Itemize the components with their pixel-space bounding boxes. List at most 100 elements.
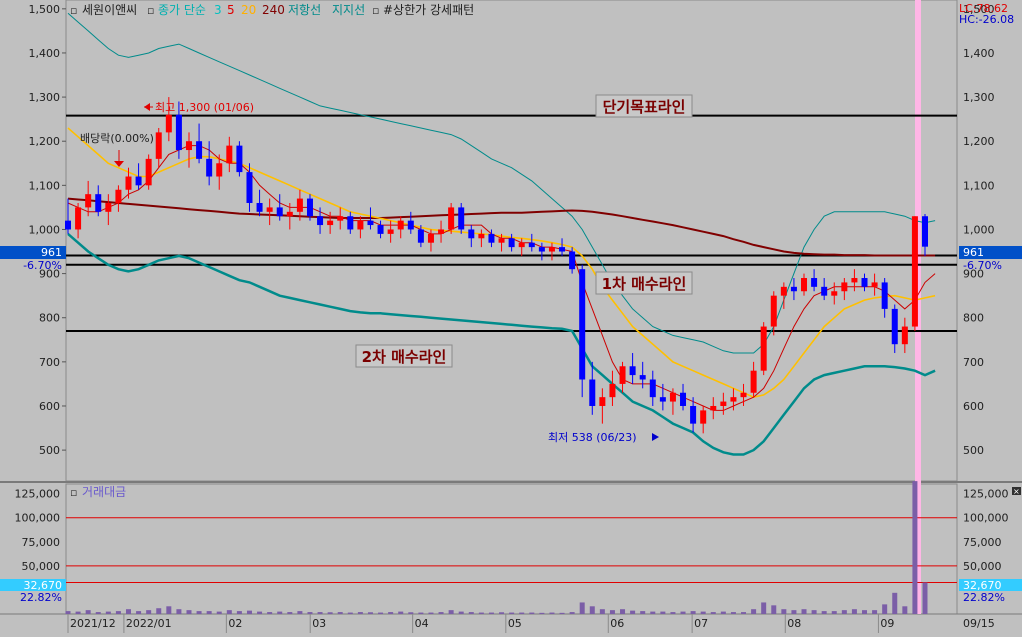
dividend-marker: 배당락(0.00%) bbox=[80, 132, 154, 167]
volume-bar bbox=[357, 612, 363, 614]
volume-bar bbox=[267, 612, 273, 614]
volume-bar bbox=[297, 611, 303, 614]
candle bbox=[740, 383, 747, 406]
candle bbox=[922, 214, 928, 256]
candle bbox=[236, 141, 243, 177]
candle bbox=[417, 225, 424, 248]
candle bbox=[508, 233, 515, 252]
hc-value: HC:-26.08 bbox=[959, 13, 1014, 26]
legend-box-icon[interactable]: ▫ bbox=[70, 4, 77, 17]
svg-text:▫: ▫ bbox=[70, 486, 77, 499]
ma-type-label[interactable]: 종가 단순 bbox=[158, 3, 206, 17]
candle bbox=[710, 397, 717, 420]
volume-bar bbox=[257, 611, 263, 614]
time-tick-label: 08 bbox=[787, 617, 801, 630]
candle bbox=[488, 229, 495, 248]
volume-bar bbox=[821, 611, 827, 614]
volume-change-left: 22.82% bbox=[20, 591, 62, 604]
ma-period-20[interactable]: 20 bbox=[241, 3, 256, 17]
volume-bar bbox=[922, 582, 928, 614]
candle bbox=[478, 229, 485, 248]
candle bbox=[165, 97, 172, 142]
volume-tick-label: 100,000 bbox=[963, 512, 1009, 525]
price-tick-label: 1,200 bbox=[963, 135, 995, 148]
svg-text:▫: ▫ bbox=[372, 4, 379, 17]
candle bbox=[306, 194, 313, 221]
candle bbox=[538, 242, 545, 261]
candle bbox=[911, 216, 918, 331]
candle bbox=[871, 273, 878, 296]
price-tick-label: 600 bbox=[39, 400, 60, 413]
close-panel-icon[interactable] bbox=[1012, 487, 1021, 495]
volume-bar bbox=[549, 612, 555, 614]
candle bbox=[387, 220, 394, 243]
volume-bar bbox=[751, 609, 757, 614]
svg-text:2차 매수라인: 2차 매수라인 bbox=[362, 348, 447, 366]
volume-bar bbox=[831, 611, 837, 614]
volume-bar bbox=[398, 611, 404, 614]
volume-bar bbox=[226, 610, 232, 614]
low-marker: 최저 538 (06/23) bbox=[548, 431, 659, 444]
volume-bar bbox=[488, 612, 494, 614]
high-marker: 최고 1,300 (01/06) bbox=[144, 101, 254, 114]
volume-title[interactable]: 거래대금 bbox=[82, 485, 126, 499]
volume-tick-label: 50,000 bbox=[22, 560, 61, 573]
candle bbox=[649, 370, 656, 406]
price-tick-label: 1,500 bbox=[963, 3, 995, 16]
time-tick-label: 07 bbox=[694, 617, 708, 630]
candle bbox=[206, 141, 213, 186]
candle bbox=[559, 238, 566, 256]
candle bbox=[266, 198, 273, 226]
candle bbox=[569, 247, 576, 274]
volume-bar bbox=[196, 611, 202, 614]
volume-bar bbox=[156, 608, 162, 614]
candle bbox=[105, 194, 112, 226]
price-tick-label: 1,300 bbox=[29, 91, 61, 104]
price-tick-label: 900 bbox=[39, 268, 60, 281]
bb-upper-line bbox=[67, 12, 936, 354]
price-tick-label: 500 bbox=[963, 444, 984, 457]
ma-period-5[interactable]: 5 bbox=[227, 3, 235, 17]
volume-bar bbox=[902, 606, 908, 614]
pattern-label[interactable]: #상한가 강세패턴 bbox=[383, 3, 474, 17]
volume-box-right bbox=[959, 579, 1022, 591]
candle bbox=[619, 361, 626, 393]
volume-bar bbox=[277, 611, 283, 614]
volume-bar bbox=[85, 610, 91, 614]
candle bbox=[468, 225, 475, 248]
candle bbox=[700, 405, 707, 434]
volume-bar bbox=[851, 609, 857, 614]
candle bbox=[135, 163, 142, 190]
candle bbox=[85, 180, 92, 217]
svg-text:배당락(0.00%): 배당락(0.00%) bbox=[80, 132, 154, 145]
volume-bar bbox=[166, 606, 172, 614]
price-tick-label: 600 bbox=[963, 400, 984, 413]
support-label[interactable]: 지지선 bbox=[332, 3, 365, 17]
ma-period-240[interactable]: 240 bbox=[262, 3, 285, 17]
candle bbox=[145, 154, 152, 190]
stock-name[interactable]: 세원이앤씨 bbox=[82, 3, 137, 17]
candle bbox=[95, 185, 102, 217]
target-line-label: 단기목표라인 bbox=[595, 94, 693, 118]
svg-text:1차 매수라인: 1차 매수라인 bbox=[602, 275, 687, 293]
svg-text:×: × bbox=[1013, 487, 1020, 496]
candle bbox=[589, 361, 596, 415]
candle bbox=[427, 229, 434, 252]
candle bbox=[669, 388, 676, 415]
price-tick-label: 1,400 bbox=[29, 47, 61, 60]
candle bbox=[690, 397, 697, 433]
volume-bar bbox=[781, 609, 787, 614]
volume-bar bbox=[529, 612, 535, 614]
ma-period-3[interactable]: 3 bbox=[214, 3, 222, 17]
candle bbox=[811, 269, 818, 292]
resistance-label[interactable]: 저항선 bbox=[288, 3, 321, 17]
price-tick-label: 1,300 bbox=[963, 91, 995, 104]
candle bbox=[659, 383, 666, 411]
candle bbox=[891, 304, 898, 354]
volume-bar bbox=[186, 610, 192, 614]
candle bbox=[185, 132, 192, 168]
price-tick-label: 1,100 bbox=[963, 179, 995, 192]
volume-tick-label: 50,000 bbox=[963, 560, 1002, 573]
current-change-right: -6.70% bbox=[963, 259, 1002, 272]
